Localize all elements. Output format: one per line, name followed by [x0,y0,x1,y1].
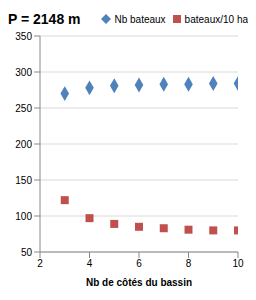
svg-text:150: 150 [15,175,32,186]
svg-text:Nb de côtés du bassin: Nb de côtés du bassin [86,277,192,288]
svg-text:6: 6 [136,258,142,269]
svg-text:100: 100 [15,211,32,222]
svg-text:8: 8 [186,258,192,269]
svg-text:350: 350 [15,31,32,42]
svg-text:250: 250 [15,103,32,114]
html-text:Nb bateaux: Nb bateaux [114,13,166,25]
html-text:P = 2148 m: P = 2148 m [8,11,81,27]
svg-text:300: 300 [15,67,32,78]
svg-text:200: 200 [15,139,32,150]
svg-text:10: 10 [232,258,244,269]
svg-text:2: 2 [37,258,43,269]
html-text:bateaux/10 ha: bateaux/10 ha [184,13,248,25]
svg-text:4: 4 [87,258,93,269]
svg-text:50: 50 [21,247,33,258]
